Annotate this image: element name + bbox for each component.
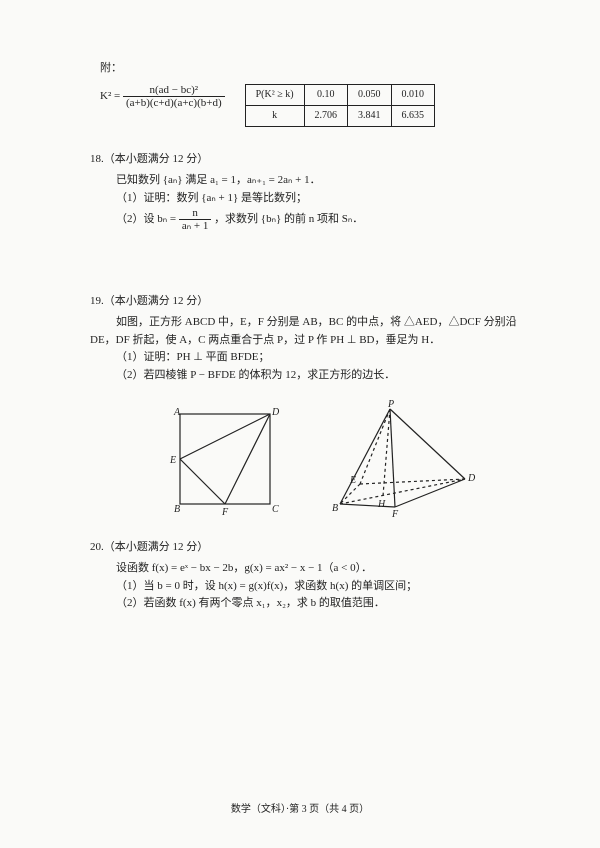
lbl-H: H <box>377 499 386 510</box>
question-20: 20.（本小题满分 12 分） 设函数 f(x) = eˣ − bx − 2b，… <box>90 539 550 613</box>
q18-part1: （1）证明：数列 {aₙ + 1} 是等比数列； <box>90 190 550 208</box>
q18-p2-den: aₙ + 1 <box>179 220 211 232</box>
question-19: 19.（本小题满分 12 分） 如图，正方形 ABCD 中，E，F 分别是 AB… <box>90 293 550 519</box>
q19-part2: （2）若四棱锥 P − BFDE 的体积为 12，求正方形的边长． <box>90 367 550 385</box>
td: k <box>245 105 304 126</box>
square-figure: A D B C E F <box>160 399 290 519</box>
lbl-P: P <box>387 399 394 410</box>
question-18: 18.（本小题满分 12 分） 已知数列 {aₙ} 满足 a₁ = 1，aₙ₊₁… <box>90 151 550 233</box>
td: 3.841 <box>348 105 392 126</box>
lbl-F: F <box>391 509 399 519</box>
lbl-B: B <box>174 504 180 515</box>
q18-part2: （2）设 bₙ = n aₙ + 1 ，求数列 {bₙ} 的前 n 项和 Sₙ． <box>90 207 550 232</box>
k2-num: n(ad − bc)² <box>123 84 225 97</box>
td: 2.706 <box>304 105 348 126</box>
q18-p2-post: ，求数列 {bₙ} 的前 n 项和 Sₙ． <box>214 214 363 226</box>
k2-den: (a+b)(c+d)(a+c)(b+d) <box>123 97 225 109</box>
q20-part1: （1）当 b = 0 时，设 h(x) = g(x)f(x)，求函数 h(x) … <box>90 578 550 596</box>
lbl-A: A <box>173 407 181 418</box>
k2-lhs: K² = <box>100 90 120 102</box>
q18-p2-pre: （2）设 bₙ = <box>116 214 179 226</box>
lbl-E: E <box>169 455 176 466</box>
appendix-label: 附： <box>90 60 550 78</box>
q19-stem2: DE，DF 折起，使 A，C 两点重合于点 P，过 P 作 PH ⊥ BD，垂足… <box>90 332 550 350</box>
q18-stem: 已知数列 {aₙ} 满足 a₁ = 1，aₙ₊₁ = 2aₙ + 1． <box>90 172 550 190</box>
q18-p2-num: n <box>179 207 211 220</box>
td: 6.635 <box>391 105 435 126</box>
q20-part2: （2）若函数 f(x) 有两个零点 x₁，x₂，求 b 的取值范围． <box>90 595 550 613</box>
stat-table: P(K² ≥ k) 0.10 0.050 0.010 k 2.706 3.841… <box>245 84 435 127</box>
k2-formula: K² = n(ad − bc)² (a+b)(c+d)(a+c)(b+d) <box>100 84 225 109</box>
q19-part1: （1）证明：PH ⊥ 平面 BFDE； <box>90 349 550 367</box>
q20-heading: 20.（本小题满分 12 分） <box>90 539 550 557</box>
lbl-D: D <box>467 473 476 484</box>
q18-heading: 18.（本小题满分 12 分） <box>90 151 550 169</box>
lbl-D: D <box>271 407 280 418</box>
lbl-F: F <box>221 507 229 518</box>
page-footer: 数学（文科）·第 3 页（共 4 页） <box>0 802 600 818</box>
th: 0.010 <box>391 84 435 105</box>
table-row: P(K² ≥ k) 0.10 0.050 0.010 <box>245 84 434 105</box>
pyramid-figure: P B F D E H <box>320 399 480 519</box>
table-row: k 2.706 3.841 6.635 <box>245 105 434 126</box>
page: 附： K² = n(ad − bc)² (a+b)(c+d)(a+c)(b+d)… <box>0 0 600 848</box>
th: P(K² ≥ k) <box>245 84 304 105</box>
lbl-E: E <box>349 475 356 486</box>
th: 0.050 <box>348 84 392 105</box>
q19-stem1: 如图，正方形 ABCD 中，E，F 分别是 AB，BC 的中点，将 △AED，△… <box>90 314 550 332</box>
q19-heading: 19.（本小题满分 12 分） <box>90 293 550 311</box>
lbl-B: B <box>332 503 338 514</box>
th: 0.10 <box>304 84 348 105</box>
appendix-row: K² = n(ad − bc)² (a+b)(c+d)(a+c)(b+d) P(… <box>90 84 550 127</box>
q19-figures: A D B C E F P B F D <box>90 399 550 519</box>
q20-stem: 设函数 f(x) = eˣ − bx − 2b，g(x) = ax² − x −… <box>90 560 550 578</box>
lbl-C: C <box>272 504 279 515</box>
